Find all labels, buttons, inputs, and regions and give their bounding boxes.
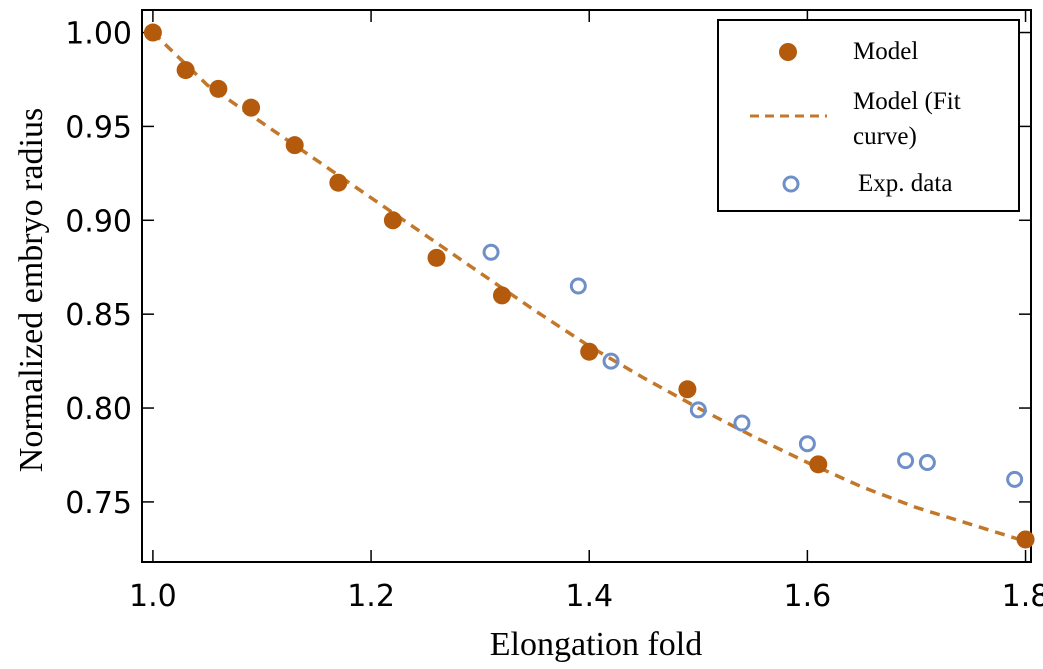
- exp-point: [897, 452, 915, 470]
- legend-model-marker: [779, 43, 797, 61]
- model-point: [209, 79, 228, 98]
- exp-points-layer: [482, 243, 1024, 488]
- model-point: [580, 342, 599, 361]
- legend-fit-label-line2: curve): [853, 123, 917, 150]
- y-axis-ticks: 0.75 0.80 0.85 0.90 0.95 1.00: [65, 17, 1031, 521]
- legend-exp-marker: [782, 175, 800, 193]
- y-axis-title: Normalized embryo radius: [13, 108, 50, 472]
- exp-point: [733, 414, 751, 432]
- model-point: [329, 173, 348, 192]
- exp-point: [482, 243, 500, 261]
- legend-fit-label-line1: Model (Fit: [853, 88, 961, 115]
- model-point: [242, 98, 261, 117]
- x-tick-label: 1.2: [347, 579, 395, 614]
- x-tick-label: 1.0: [129, 579, 177, 614]
- model-point: [1016, 530, 1035, 549]
- y-tick-label: 0.95: [65, 110, 132, 145]
- model-points-layer: [143, 23, 1035, 549]
- exp-point: [1006, 470, 1024, 488]
- exp-point: [798, 435, 816, 453]
- x-tick-label: 1.6: [784, 579, 832, 614]
- exp-point: [569, 277, 587, 295]
- y-tick-label: 0.75: [65, 486, 132, 521]
- y-tick-label: 1.00: [65, 17, 132, 52]
- exp-point: [602, 352, 620, 370]
- model-point: [176, 61, 195, 80]
- legend-exp-label: Exp. data: [858, 170, 952, 197]
- legend-model-label: Model: [853, 38, 918, 65]
- model-point: [678, 380, 697, 399]
- model-point: [492, 286, 511, 305]
- y-tick-label: 0.90: [65, 204, 132, 239]
- model-point: [427, 248, 446, 267]
- model-point: [809, 455, 828, 474]
- model-point: [285, 136, 304, 155]
- x-tick-label: 1.8: [1002, 579, 1043, 614]
- x-axis-title: Elongation fold: [490, 626, 702, 663]
- x-axis-ticks: 1.0 1.2 1.4 1.6 1.8: [129, 10, 1043, 614]
- plot-frame: [141, 9, 1032, 563]
- legend: Model Model (Fit curve) Exp. data: [717, 19, 1020, 212]
- exp-point: [918, 453, 936, 471]
- exp-point: [689, 401, 707, 419]
- x-tick-label: 1.4: [565, 579, 613, 614]
- model-point: [143, 23, 162, 42]
- model-point: [383, 211, 402, 230]
- y-tick-label: 0.85: [65, 298, 132, 333]
- y-tick-label: 0.80: [65, 392, 132, 427]
